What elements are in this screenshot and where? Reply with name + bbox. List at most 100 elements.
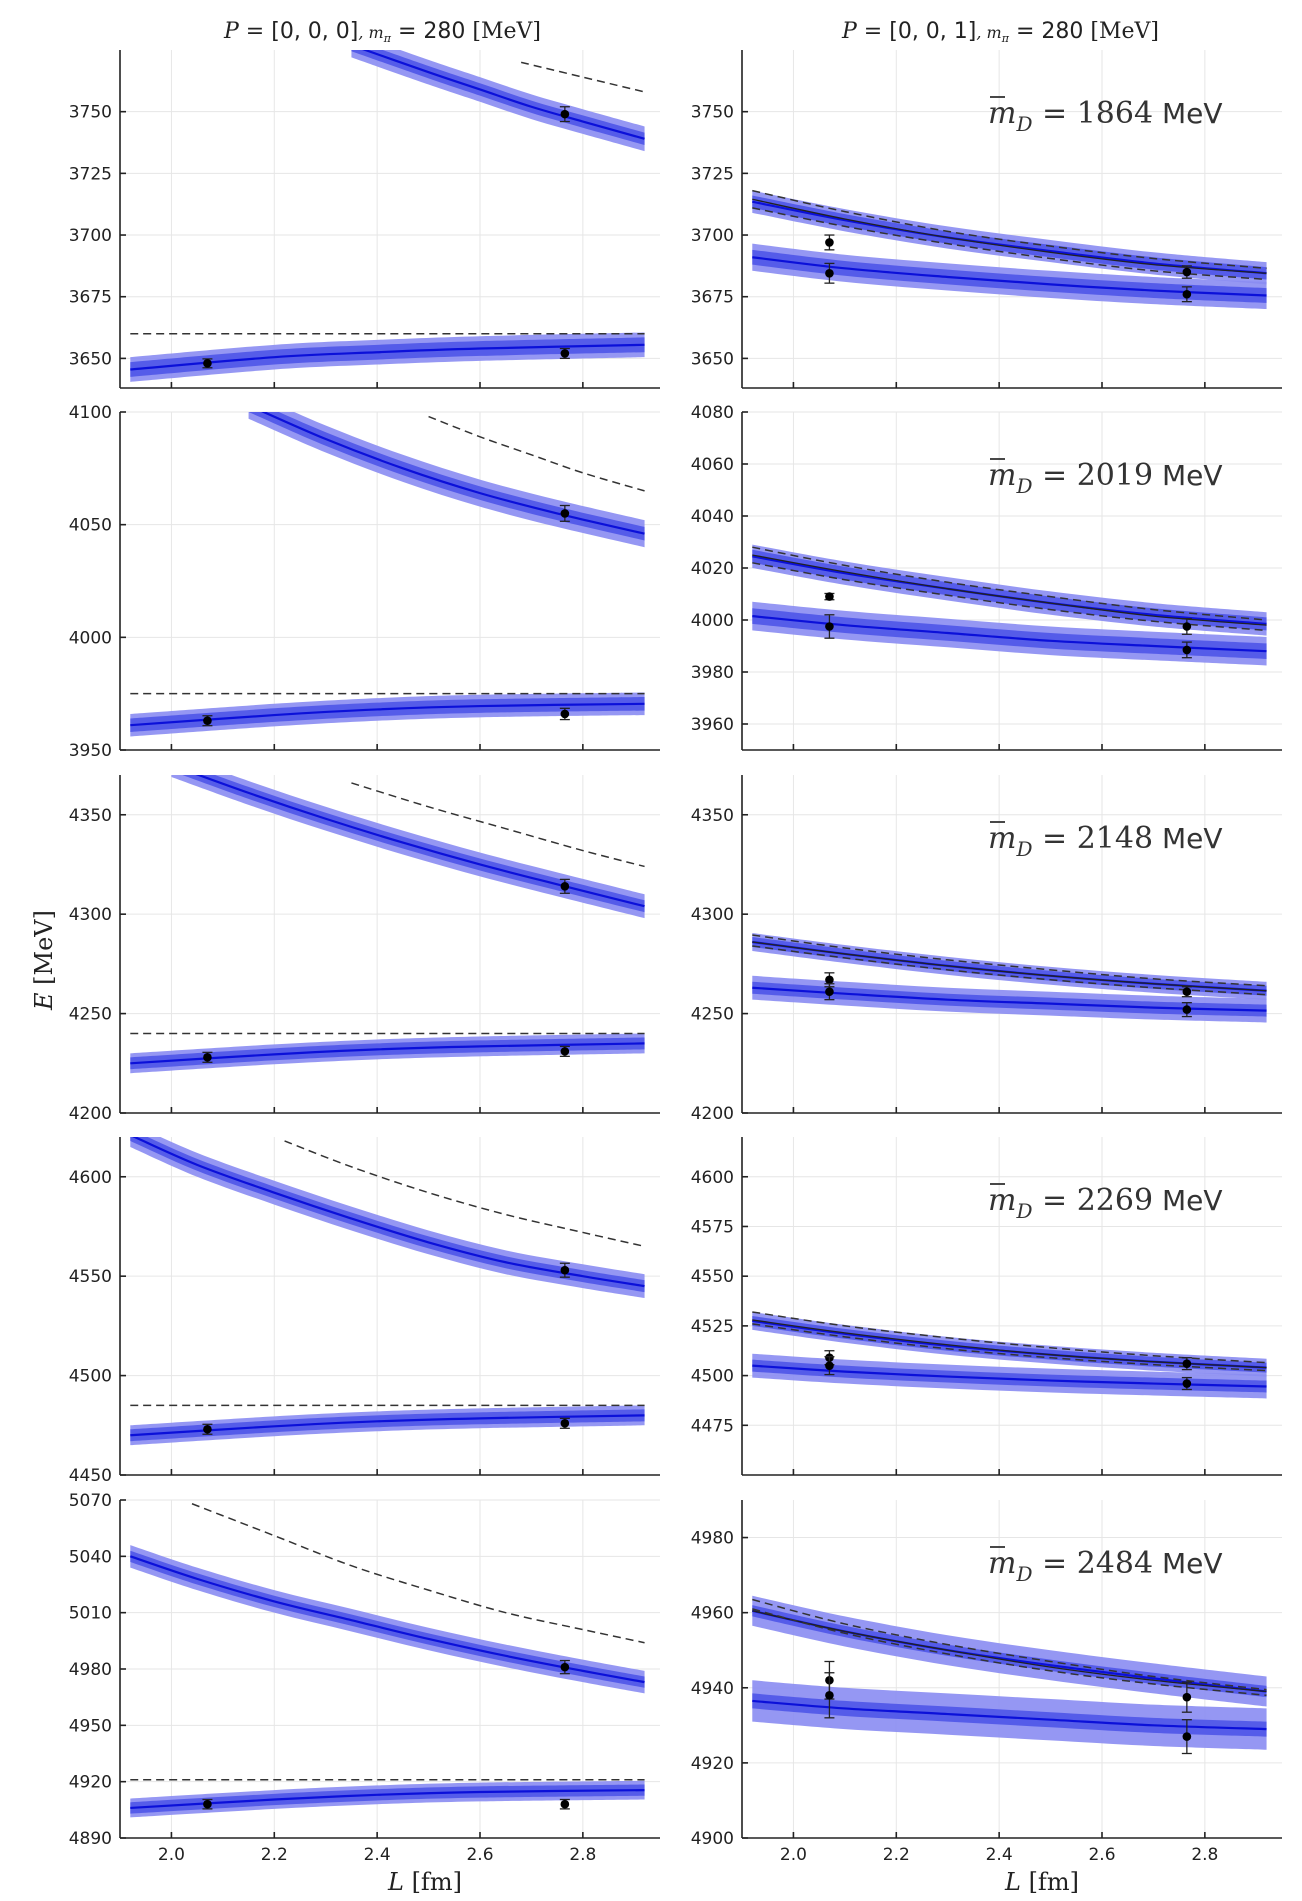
- y-tick-label: 4600: [69, 1168, 112, 1188]
- data-point: [560, 109, 570, 119]
- non-interacting-dashed-line: [752, 1311, 1267, 1364]
- non-interacting-dashed-line: [752, 945, 1267, 996]
- y-tick-label: 4060: [691, 455, 734, 475]
- y-tick-label: 3725: [69, 164, 112, 184]
- data-point: [1182, 1692, 1192, 1702]
- y-tick-label: 4080: [691, 403, 734, 423]
- data-point: [825, 1690, 834, 1700]
- level-2-band-inner: [248, 412, 645, 541]
- data-point: [1182, 1359, 1192, 1368]
- x-tick-label: 2.6: [1088, 1845, 1115, 1865]
- y-tick-label: 4050: [69, 516, 112, 536]
- data-point: [203, 1424, 212, 1434]
- data-point: [1182, 1732, 1192, 1741]
- panel-r1: 3650 3675 3700 3725 3750 mD = 1864 MeV: [691, 50, 1282, 389]
- y-tick-label: 4020: [691, 559, 734, 579]
- annotation-value: = 2019: [1033, 458, 1154, 493]
- annotation-unit: MeV: [1153, 97, 1222, 130]
- right-column-title: P = [0, 0, 1], mπ = 280 [MeV]: [841, 19, 1159, 45]
- plot-area: [130, 1137, 645, 1446]
- data-point: [1182, 1005, 1192, 1014]
- level-2-band-inner: [130, 1550, 645, 1688]
- y-tick-label: 3700: [691, 226, 734, 246]
- data-point: [1182, 1379, 1192, 1388]
- y-tick-label: 3750: [691, 103, 734, 123]
- panel-r3: 4200 4250 4300 4350 mD = 2148 MeV: [691, 775, 1282, 1124]
- title-mpi: , m: [358, 23, 383, 42]
- y-axis-label: E [MeV]: [30, 910, 58, 1011]
- y-tick-label: 3750: [69, 103, 112, 123]
- non-interacting-dashed-line: [520, 61, 645, 93]
- mass-annotation: mD = 2148 MeV: [988, 821, 1223, 861]
- level-1-center-line: [752, 1699, 1267, 1731]
- data-point: [560, 1265, 570, 1275]
- y-tick-label: 4000: [69, 628, 112, 648]
- y-tick-label: 4040: [691, 507, 734, 527]
- data-point: [825, 1361, 834, 1370]
- annotation-subscript: D: [1015, 112, 1032, 136]
- panel-r2: 3960 3980 4000 4020 4040 4060 4080 mD = 2019 Me…: [691, 403, 1282, 751]
- annotation-symbol: m: [988, 1183, 1016, 1218]
- level-2-band-inner: [351, 50, 645, 145]
- mass-annotation: mD = 2484 MeV: [988, 1546, 1223, 1586]
- y-tick-label: 3950: [69, 741, 112, 761]
- non-interacting-dashed-line: [191, 1503, 645, 1644]
- level-1-center-line: [752, 986, 1267, 1012]
- x-tick-label: 2.6: [466, 1845, 493, 1865]
- y-tick-label: 4940: [691, 1679, 734, 1699]
- y-tick-label: 4300: [691, 905, 734, 925]
- annotation-subscript: D: [1015, 474, 1032, 498]
- y-axis-symbol: E: [30, 992, 58, 1011]
- annotation-subscript: D: [1015, 1199, 1032, 1223]
- free-level-line: [752, 1319, 1267, 1369]
- annotation-subscript: D: [1015, 837, 1032, 861]
- non-interacting-dashed-line: [351, 782, 645, 868]
- free-level-line: [752, 1610, 1267, 1693]
- data-point: [560, 1047, 570, 1056]
- title-p: P: [841, 19, 858, 44]
- data-point: [560, 1799, 570, 1809]
- annotation-symbol: m: [988, 1546, 1016, 1581]
- y-tick-label: 4900: [691, 1829, 734, 1849]
- non-interacting-dashed-line: [752, 546, 1267, 621]
- y-tick-label: 4450: [69, 1466, 112, 1486]
- data-point: [1182, 622, 1192, 631]
- y-tick-label: 4000: [691, 611, 734, 631]
- data-point: [560, 709, 570, 719]
- x-tick-label: 2.2: [261, 1845, 288, 1865]
- non-interacting-dashed-line: [752, 562, 1267, 632]
- y-tick-label: 3960: [691, 715, 734, 735]
- level-1-center-line: [130, 343, 645, 371]
- data-point: [825, 238, 834, 247]
- panel-l5: 4890 4920 4950 4980 5010 5040 5070 2.0 2.2 2.4 2.6…: [69, 1491, 660, 1865]
- x-axis-symbol: L: [1004, 1868, 1021, 1896]
- x-tick-label: 2.2: [883, 1845, 910, 1865]
- data-point: [1182, 645, 1192, 655]
- y-tick-label: 5010: [69, 1604, 112, 1624]
- title-eq: =: [857, 19, 889, 44]
- panels: 3650 3675 3700 3725 3750 3950 4000 4050 4100 4200…: [69, 50, 1282, 1865]
- annotation-symbol: m: [988, 96, 1016, 131]
- level-1-band-inner: [752, 1693, 1267, 1737]
- plot-area: [130, 50, 645, 382]
- title-p: P: [223, 19, 240, 44]
- title-unit: [MeV]: [465, 19, 541, 44]
- y-tick-label: 4950: [69, 1716, 112, 1736]
- level-1-center-line: [130, 1414, 645, 1437]
- x-tick-label: 2.8: [1191, 1845, 1218, 1865]
- y-tick-label: 4920: [691, 1754, 734, 1774]
- x-tick-label: 2.0: [158, 1845, 185, 1865]
- x-tick-label: 2.4: [986, 1845, 1013, 1865]
- mass-annotation: mD = 2269 MeV: [988, 1183, 1223, 1223]
- x-axis-unit: [fm]: [404, 1868, 462, 1896]
- title-pi-sub: π: [383, 32, 392, 45]
- x-axis-symbol: L: [387, 1868, 404, 1896]
- y-tick-label: 4920: [69, 1773, 112, 1793]
- free-level-line: [752, 941, 1267, 992]
- plot-area: [130, 412, 645, 737]
- mass-annotation: mD = 2019 MeV: [988, 458, 1223, 498]
- annotation-value: = 2484: [1033, 1546, 1154, 1581]
- non-interacting-dashed-line: [752, 1608, 1267, 1697]
- title-mval: = 280: [391, 19, 465, 44]
- level-2-band-inner: [752, 937, 1267, 996]
